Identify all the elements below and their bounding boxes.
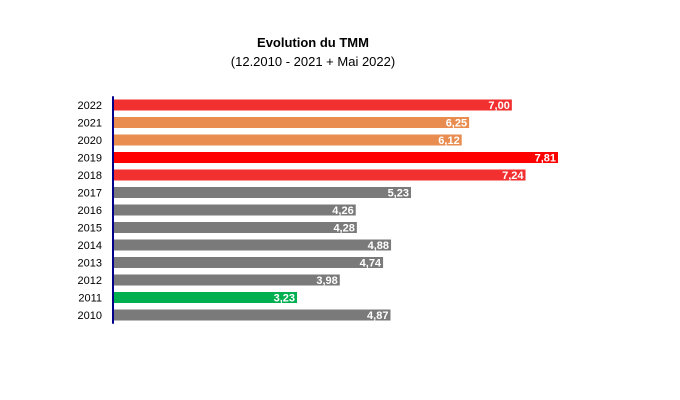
category-label-2017: 2017 bbox=[78, 188, 102, 200]
category-label-2013: 2013 bbox=[78, 258, 102, 270]
chart-subtitle: (12.2010 - 2021 + Mai 2022) bbox=[230, 54, 396, 69]
value-label-2020: 6,12 bbox=[438, 135, 459, 147]
bar-2021 bbox=[113, 117, 470, 128]
value-label-2018: 7,24 bbox=[502, 170, 524, 182]
bar-2016 bbox=[113, 204, 356, 216]
category-label-2016: 2016 bbox=[78, 205, 102, 217]
value-label-2022: 7,00 bbox=[488, 100, 509, 112]
category-label-2011: 2011 bbox=[78, 293, 102, 305]
category-label-2018: 2018 bbox=[78, 170, 102, 182]
value-label-2010: 4,87 bbox=[367, 310, 388, 322]
bar-2022 bbox=[113, 99, 512, 111]
category-label-2015: 2015 bbox=[78, 223, 102, 235]
bar-2011 bbox=[113, 292, 298, 303]
value-label-2011: 3,23 bbox=[274, 293, 295, 305]
bar-2013 bbox=[113, 257, 384, 268]
value-label-2016: 4,26 bbox=[332, 205, 353, 217]
chart-title: Evolution du TMM bbox=[257, 35, 369, 50]
category-label-2010: 2010 bbox=[78, 310, 102, 322]
bar-2012 bbox=[113, 274, 340, 286]
bar-2015 bbox=[113, 222, 357, 233]
category-label-2014: 2014 bbox=[78, 240, 102, 252]
category-label-2021: 2021 bbox=[78, 118, 102, 130]
value-label-2014: 4,88 bbox=[368, 240, 389, 252]
category-label-2022: 2022 bbox=[78, 100, 102, 112]
value-label-2015: 4,28 bbox=[333, 223, 354, 235]
bar-2014 bbox=[113, 239, 392, 251]
bar-2010 bbox=[113, 309, 391, 321]
value-label-2013: 4,74 bbox=[360, 258, 382, 270]
category-label-2012: 2012 bbox=[78, 275, 102, 287]
category-label-2020: 2020 bbox=[78, 135, 102, 147]
value-label-2019: 7,81 bbox=[535, 153, 556, 165]
value-label-2021: 6,25 bbox=[446, 118, 467, 130]
bar-2017 bbox=[113, 187, 411, 198]
value-label-2012: 3,98 bbox=[316, 275, 337, 287]
bar-2018 bbox=[113, 169, 526, 181]
bar-2019 bbox=[113, 152, 558, 163]
bar-2020 bbox=[113, 134, 462, 146]
value-label-2017: 5,23 bbox=[388, 188, 409, 200]
category-label-2019: 2019 bbox=[78, 153, 102, 165]
